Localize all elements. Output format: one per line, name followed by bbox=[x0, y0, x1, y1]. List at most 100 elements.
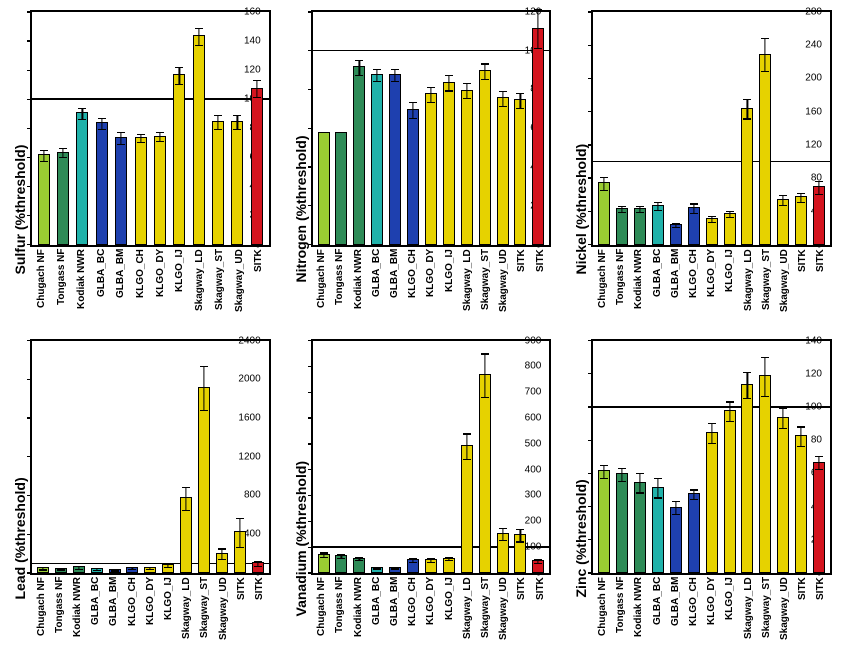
error-cap-bottom bbox=[373, 81, 381, 82]
error-cap-top bbox=[815, 456, 823, 457]
error-cap-top bbox=[427, 558, 435, 559]
x-tick-label: Skagway_UD bbox=[498, 577, 509, 657]
error-cap-top bbox=[427, 87, 435, 88]
error-cap-top bbox=[445, 75, 453, 76]
error-cap-top bbox=[236, 518, 244, 519]
error-cap-top bbox=[214, 115, 222, 116]
error-cap-bottom bbox=[164, 567, 172, 568]
x-tick-label: Skagway_UD bbox=[779, 249, 790, 329]
bar bbox=[73, 566, 85, 573]
bar bbox=[514, 534, 526, 573]
error-cap-top bbox=[337, 554, 345, 555]
error-bar bbox=[121, 132, 122, 143]
bars-container bbox=[593, 12, 830, 245]
error-cap-bottom bbox=[761, 71, 769, 72]
chart-panel: Nickel (%threshold)04080120160200240280C… bbox=[571, 10, 832, 329]
plot-area: 020406080100120140160 bbox=[30, 10, 271, 247]
bar bbox=[532, 560, 544, 573]
error-cap-top bbox=[320, 552, 328, 553]
bar bbox=[407, 109, 419, 245]
bar bbox=[234, 531, 246, 573]
error-cap-bottom bbox=[463, 98, 471, 99]
error-cap-top bbox=[708, 423, 716, 424]
error-cap-top bbox=[743, 99, 751, 100]
x-tick-label: Kodiak NWR bbox=[76, 249, 87, 329]
bar bbox=[251, 88, 263, 245]
x-tick-label: KLGO_CH bbox=[127, 577, 138, 657]
chart-panel: Zinc (%threshold)020406080100120140Chuga… bbox=[571, 339, 832, 658]
error-cap-top bbox=[779, 408, 787, 409]
error-bar bbox=[237, 115, 238, 129]
x-tick-label: SITK bbox=[516, 249, 527, 329]
x-tick-label: KLGO_CH bbox=[688, 577, 699, 657]
error-cap-bottom bbox=[214, 129, 222, 130]
x-tick-label: KLGO_DY bbox=[706, 577, 717, 657]
error-cap-top bbox=[516, 93, 524, 94]
bar bbox=[76, 112, 88, 244]
error-cap-top bbox=[726, 401, 734, 402]
chart-panel: Vanadium (%threshold)0100200300400500600… bbox=[291, 339, 552, 658]
x-tick-label: Skagway_LD bbox=[743, 249, 754, 329]
error-cap-bottom bbox=[233, 129, 241, 130]
x-tick-label: Chugach NF bbox=[316, 577, 327, 657]
bar bbox=[335, 555, 347, 573]
error-cap-bottom bbox=[618, 481, 626, 482]
x-tick-label: Chugach NF bbox=[316, 249, 327, 329]
error-cap-top bbox=[373, 69, 381, 70]
error-cap-top bbox=[59, 148, 67, 149]
error-cap-bottom bbox=[499, 540, 507, 541]
error-cap-top bbox=[233, 115, 241, 116]
x-tick-label: KLGO_IJ bbox=[444, 577, 455, 657]
error-cap-top bbox=[75, 566, 83, 567]
x-tick-label: Skagway_ST bbox=[480, 577, 491, 657]
error-bar bbox=[159, 132, 160, 141]
error-cap-bottom bbox=[636, 492, 644, 493]
error-cap-top bbox=[409, 558, 417, 559]
x-tick-label: GLBA_BM bbox=[670, 249, 681, 329]
bar bbox=[216, 553, 228, 573]
x-tick-label: KLGO_IJ bbox=[724, 577, 735, 657]
bar bbox=[353, 558, 365, 574]
error-cap-bottom bbox=[445, 90, 453, 91]
y-axis-label: Nitrogen (%threshold) bbox=[291, 10, 311, 329]
x-tick-label: GLBA_BM bbox=[115, 249, 126, 329]
bar bbox=[135, 137, 147, 245]
error-cap-top bbox=[463, 433, 471, 434]
error-cap-bottom bbox=[445, 560, 453, 561]
x-tick-label: Chugach NF bbox=[597, 577, 608, 657]
x-tick-label: KLGO_CH bbox=[135, 249, 146, 329]
error-bar bbox=[502, 91, 503, 106]
error-cap-bottom bbox=[111, 570, 119, 571]
error-bar bbox=[217, 115, 218, 129]
bar bbox=[598, 182, 610, 244]
error-cap-top bbox=[600, 177, 608, 178]
error-cap-top bbox=[98, 118, 106, 119]
error-cap-top bbox=[708, 216, 716, 217]
error-cap-top bbox=[672, 501, 680, 502]
error-cap-top bbox=[164, 563, 172, 564]
bar bbox=[795, 196, 807, 244]
error-bar bbox=[140, 134, 141, 143]
error-bar bbox=[693, 489, 694, 499]
error-bar bbox=[639, 473, 640, 492]
bar bbox=[389, 567, 401, 573]
bar bbox=[371, 74, 383, 245]
error-cap-bottom bbox=[409, 118, 417, 119]
x-tick-label: Skagway_ST bbox=[214, 249, 225, 329]
error-cap-top bbox=[690, 203, 698, 204]
bar bbox=[813, 462, 825, 573]
bar bbox=[813, 186, 825, 244]
error-cap-top bbox=[815, 181, 823, 182]
bar bbox=[407, 559, 419, 573]
error-bar bbox=[82, 108, 83, 119]
x-tick-label: Skagway_LD bbox=[462, 577, 473, 657]
error-cap-top bbox=[391, 69, 399, 70]
error-cap-bottom bbox=[672, 227, 680, 228]
bar bbox=[144, 567, 156, 573]
error-cap-bottom bbox=[672, 514, 680, 515]
x-tick-label: Tongass NF bbox=[54, 577, 65, 657]
bar bbox=[154, 136, 166, 245]
x-tick-label: Skagway_ST bbox=[761, 577, 772, 657]
error-cap-bottom bbox=[156, 141, 164, 142]
error-cap-bottom bbox=[182, 510, 190, 511]
